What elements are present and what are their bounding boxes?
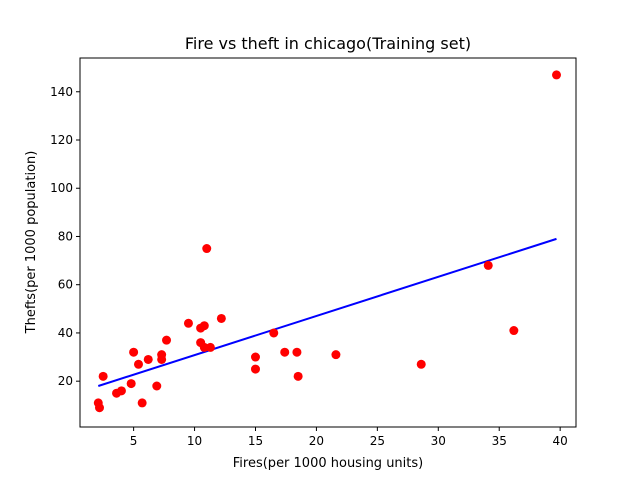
data-point bbox=[280, 347, 290, 357]
data-point bbox=[133, 359, 143, 369]
y-tick-label: 140 bbox=[50, 85, 73, 99]
plot-area bbox=[93, 70, 562, 413]
data-point bbox=[509, 326, 519, 336]
y-tick-label: 20 bbox=[58, 374, 73, 388]
x-tick-label: 40 bbox=[553, 434, 568, 448]
data-point bbox=[199, 321, 209, 331]
data-point bbox=[143, 354, 153, 364]
data-point bbox=[216, 313, 226, 323]
data-point bbox=[552, 70, 562, 80]
data-point bbox=[331, 350, 341, 360]
data-point bbox=[416, 359, 426, 369]
data-point bbox=[94, 403, 104, 413]
x-axis: 5 10 15 20 25 30 35 40 bbox=[130, 427, 568, 448]
x-tick-label: 15 bbox=[248, 434, 263, 448]
data-point bbox=[293, 371, 303, 381]
y-tick-label: 60 bbox=[58, 278, 73, 292]
data-point bbox=[152, 381, 162, 391]
data-point bbox=[116, 386, 126, 396]
data-point bbox=[250, 352, 260, 362]
data-point bbox=[269, 328, 279, 338]
x-tick-label: 5 bbox=[130, 434, 138, 448]
chart-title: Fire vs theft in chicago(Training set) bbox=[185, 34, 471, 53]
data-point bbox=[126, 379, 136, 389]
y-tick-label: 100 bbox=[50, 181, 73, 195]
data-point bbox=[202, 244, 212, 254]
data-point bbox=[137, 398, 147, 408]
x-axis-label: Fires(per 1000 housing units) bbox=[233, 456, 423, 471]
y-tick-label: 120 bbox=[50, 133, 73, 147]
regression-line bbox=[97, 237, 557, 387]
x-tick-label: 35 bbox=[492, 434, 507, 448]
data-point bbox=[183, 318, 193, 328]
y-axis-label: Thefts(per 1000 population) bbox=[24, 151, 39, 335]
x-tick-label: 25 bbox=[370, 434, 385, 448]
data-point bbox=[483, 260, 493, 270]
x-tick-label: 20 bbox=[309, 434, 324, 448]
data-point bbox=[250, 364, 260, 374]
data-point bbox=[129, 347, 139, 357]
x-tick-label: 30 bbox=[431, 434, 446, 448]
data-point bbox=[162, 335, 172, 345]
data-point bbox=[292, 347, 302, 357]
data-point bbox=[98, 371, 108, 381]
plot-frame bbox=[79, 57, 577, 428]
y-axis: 20 40 60 80 100 120 140 bbox=[50, 85, 80, 388]
y-tick-label: 80 bbox=[58, 229, 73, 243]
y-tick-label: 40 bbox=[58, 326, 73, 340]
data-point bbox=[205, 342, 215, 352]
x-tick-label: 10 bbox=[187, 434, 202, 448]
data-point bbox=[157, 350, 167, 360]
